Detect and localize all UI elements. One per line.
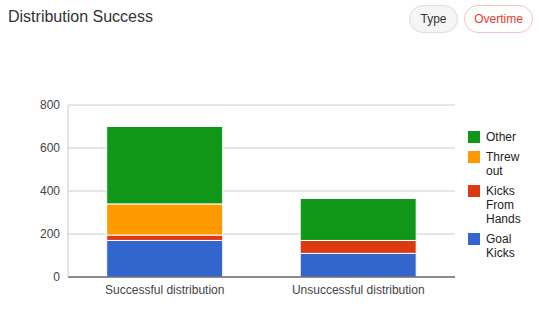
html-text:Threw out: Threw out — [486, 150, 520, 178]
svg-text:200: 200 — [40, 227, 60, 241]
html-text:Overtime: Overtime — [474, 12, 523, 26]
svg-text:0: 0 — [53, 270, 60, 284]
svg-text:400: 400 — [40, 184, 60, 198]
html-text:Distribution Success: Distribution Success — [8, 8, 153, 25]
html-text:Other: Other — [486, 130, 516, 144]
svg-text:600: 600 — [40, 141, 60, 155]
svg-text:Unsuccessful distribution: Unsuccessful distribution — [292, 283, 425, 297]
html-text:Goal Kicks: Goal Kicks — [486, 232, 515, 260]
svg-text:Successful distribution: Successful distribution — [105, 283, 224, 297]
html-text:Kicks From Hands: Kicks From Hands — [486, 184, 521, 226]
svg-text:800: 800 — [40, 98, 60, 112]
html-text:Type: Type — [420, 12, 447, 26]
